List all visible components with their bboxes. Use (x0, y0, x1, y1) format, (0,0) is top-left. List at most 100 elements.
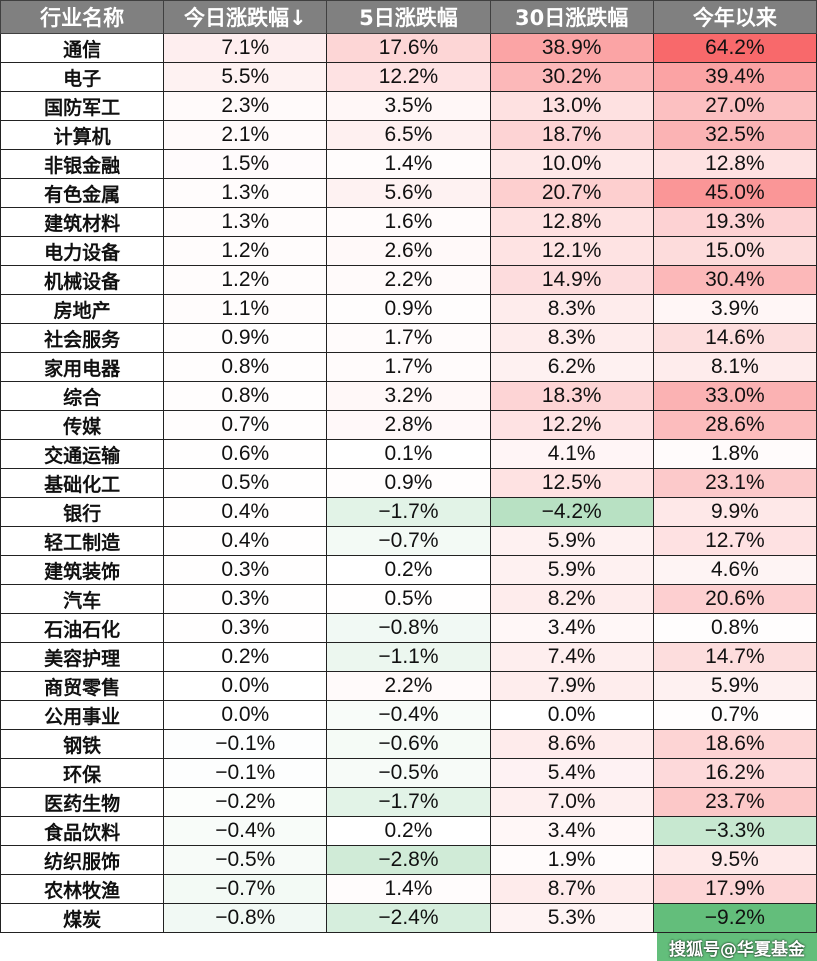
return-cell: 12.1% (489, 236, 654, 266)
industry-name-cell: 美容护理 (0, 642, 165, 672)
return-cell: −2.8% (326, 845, 491, 875)
table-row: 有色金属 1.3% 5.6% 20.7% 45.0% (0, 178, 817, 208)
table-row: 机械设备 1.2% 2.2% 14.9% 30.4% (0, 265, 817, 295)
return-cell: 18.7% (489, 120, 654, 150)
table-row: 国防军工 2.3% 3.5% 13.0% 27.0% (0, 91, 817, 121)
return-cell: 39.4% (652, 62, 817, 92)
return-cell: −0.4% (326, 700, 491, 730)
return-cell: 1.7% (326, 352, 491, 382)
return-cell: −0.8% (163, 903, 328, 933)
return-cell: 0.2% (163, 642, 328, 672)
industry-returns-table: 行业名称 今日涨跌幅↓ 5日涨跌幅 30日涨跌幅 今年以来 通信 7.1% 17.6% 38.… (0, 0, 817, 933)
return-cell: 8.3% (489, 294, 654, 324)
return-cell: 2.6% (326, 236, 491, 266)
industry-name-cell: 汽车 (0, 584, 165, 614)
return-cell: 3.4% (489, 816, 654, 846)
table-row: 钢铁 −0.1% −0.6% 8.6% 18.6% (0, 729, 817, 759)
industry-name-cell: 传媒 (0, 410, 165, 440)
table-row: 基础化工 0.5% 0.9% 12.5% 23.1% (0, 468, 817, 498)
return-cell: 0.0% (163, 700, 328, 730)
return-cell: 6.5% (326, 120, 491, 150)
return-cell: 4.6% (652, 555, 817, 585)
return-cell: 17.6% (326, 33, 491, 63)
return-cell: 27.0% (652, 91, 817, 121)
return-cell: 12.5% (489, 468, 654, 498)
return-cell: 0.8% (163, 352, 328, 382)
table-row: 银行 0.4% −1.7% −4.2% 9.9% (0, 497, 817, 527)
return-cell: 33.0% (652, 381, 817, 411)
industry-name-cell: 交通运输 (0, 439, 165, 469)
return-cell: 8.6% (489, 729, 654, 759)
return-cell: 5.9% (652, 671, 817, 701)
return-cell: 1.9% (489, 845, 654, 875)
column-header: 行业名称 (0, 0, 165, 34)
return-cell: 1.3% (163, 207, 328, 237)
return-cell: 17.9% (652, 874, 817, 904)
return-cell: 2.2% (326, 265, 491, 295)
return-cell: 4.1% (489, 439, 654, 469)
column-header: 5日涨跌幅 (326, 0, 491, 34)
return-cell: 5.4% (489, 758, 654, 788)
table-row: 通信 7.1% 17.6% 38.9% 64.2% (0, 33, 817, 63)
industry-name-cell: 计算机 (0, 120, 165, 150)
return-cell: 12.8% (489, 207, 654, 237)
return-cell: 7.4% (489, 642, 654, 672)
return-cell: 28.6% (652, 410, 817, 440)
return-cell: −0.5% (326, 758, 491, 788)
table-row: 环保 −0.1% −0.5% 5.4% 16.2% (0, 758, 817, 788)
table-row: 美容护理 0.2% −1.1% 7.4% 14.7% (0, 642, 817, 672)
column-header[interactable]: 今日涨跌幅↓ (163, 0, 328, 34)
table-row: 商贸零售 0.0% 2.2% 7.9% 5.9% (0, 671, 817, 701)
return-cell: 8.3% (489, 323, 654, 353)
return-cell: 12.2% (489, 410, 654, 440)
return-cell: 15.0% (652, 236, 817, 266)
return-cell: 5.6% (326, 178, 491, 208)
return-cell: 3.2% (326, 381, 491, 411)
return-cell: 2.8% (326, 410, 491, 440)
return-cell: 1.4% (326, 874, 491, 904)
column-header: 今年以来 (652, 0, 817, 34)
return-cell: 2.1% (163, 120, 328, 150)
industry-name-cell: 煤炭 (0, 903, 165, 933)
return-cell: −0.2% (163, 787, 328, 817)
industry-name-cell: 商贸零售 (0, 671, 165, 701)
table-body: 通信 7.1% 17.6% 38.9% 64.2% 电子 5.5% 12.2% 30.2% 39.… (0, 33, 817, 933)
industry-name-cell: 综合 (0, 381, 165, 411)
return-cell: 0.3% (163, 584, 328, 614)
return-cell: 16.2% (652, 758, 817, 788)
table-row: 电力设备 1.2% 2.6% 12.1% 15.0% (0, 236, 817, 266)
return-cell: 23.1% (652, 468, 817, 498)
return-cell: 0.1% (326, 439, 491, 469)
watermark-row: 搜狐号@华夏基金 (0, 933, 817, 961)
table-row: 家用电器 0.8% 1.7% 6.2% 8.1% (0, 352, 817, 382)
table-row: 建筑材料 1.3% 1.6% 12.8% 19.3% (0, 207, 817, 237)
return-cell: 38.9% (489, 33, 654, 63)
return-cell: −0.1% (163, 758, 328, 788)
return-cell: 5.3% (489, 903, 654, 933)
table-row: 纺织服饰 −0.5% −2.8% 1.9% 9.5% (0, 845, 817, 875)
table-row: 食品饮料 −0.4% 0.2% 3.4% −3.3% (0, 816, 817, 846)
return-cell: 20.6% (652, 584, 817, 614)
return-cell: 1.2% (163, 236, 328, 266)
return-cell: 0.0% (489, 700, 654, 730)
return-cell: 3.5% (326, 91, 491, 121)
return-cell: −0.1% (163, 729, 328, 759)
return-cell: 0.9% (326, 294, 491, 324)
table-row: 石油石化 0.3% −0.8% 3.4% 0.8% (0, 613, 817, 643)
return-cell: 30.4% (652, 265, 817, 295)
return-cell: 9.5% (652, 845, 817, 875)
return-cell: −0.6% (326, 729, 491, 759)
table-row: 交通运输 0.6% 0.1% 4.1% 1.8% (0, 439, 817, 469)
industry-name-cell: 机械设备 (0, 265, 165, 295)
return-cell: 7.1% (163, 33, 328, 63)
industry-name-cell: 通信 (0, 33, 165, 63)
return-cell: 0.9% (326, 468, 491, 498)
return-cell: 0.0% (163, 671, 328, 701)
return-cell: −0.7% (163, 874, 328, 904)
return-cell: −4.2% (489, 497, 654, 527)
return-cell: 0.2% (326, 816, 491, 846)
industry-name-cell: 轻工制造 (0, 526, 165, 556)
table-row: 农林牧渔 −0.7% 1.4% 8.7% 17.9% (0, 874, 817, 904)
return-cell: 12.7% (652, 526, 817, 556)
return-cell: −3.3% (652, 816, 817, 846)
